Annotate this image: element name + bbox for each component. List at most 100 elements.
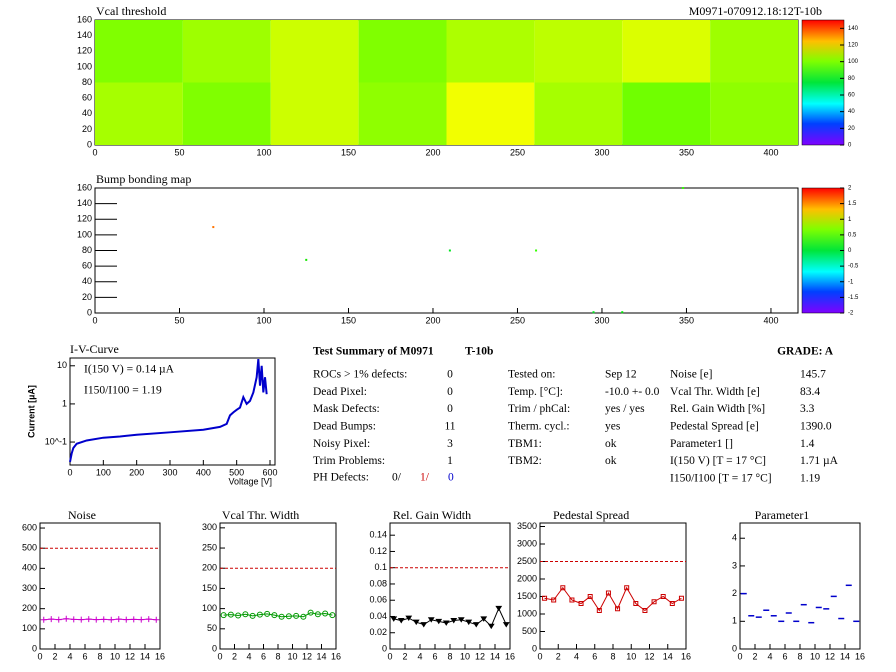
- summary-label: Tested on:: [508, 369, 555, 381]
- marker: [300, 613, 307, 620]
- marker: [678, 595, 684, 601]
- marker: [220, 612, 227, 619]
- plot-frame: [219, 522, 337, 650]
- marker: [442, 620, 450, 626]
- x-tick-label: 0: [67, 467, 72, 477]
- summary-label: Pedestal Spread [e]: [670, 421, 759, 433]
- y-tick-label: 0: [87, 307, 92, 317]
- x-tick-label: 6: [261, 651, 266, 661]
- x-tick-label: 14: [316, 651, 326, 661]
- summary-label: Trim / phCal:: [508, 403, 570, 415]
- y-axis-label: Current [µA]: [26, 385, 36, 438]
- color-bar-label: 0.5: [848, 232, 857, 238]
- marker: [271, 612, 278, 619]
- marker: [605, 590, 611, 596]
- y-tick-label: 0: [212, 643, 217, 653]
- x-tick-label: 4: [574, 651, 579, 661]
- y-tick-label: 100: [22, 623, 37, 633]
- summary-label: I(150 V) [T = 17 °C]: [670, 455, 766, 467]
- summary-value: 145.7: [800, 369, 826, 381]
- plot-frame: [94, 187, 799, 314]
- x-tick-label: 10: [460, 651, 470, 661]
- y-tick-label: 0.12: [369, 546, 387, 556]
- chart-title: I-V-Curve: [70, 342, 119, 356]
- y-tick-label: 0.06: [369, 595, 387, 605]
- marker: [314, 611, 321, 618]
- y-tick-label: 300: [22, 583, 37, 593]
- y-tick-label: 20: [82, 292, 92, 302]
- marker: [55, 616, 62, 623]
- x-tick-label: 8: [797, 651, 802, 661]
- marker: [669, 601, 675, 606]
- y-tick-label: 0: [732, 643, 737, 653]
- summary-value: 3.3: [800, 403, 815, 415]
- ph-defect-value: 1/: [420, 472, 430, 484]
- heatmap-cell: [534, 20, 623, 83]
- annotation: I150/I100 = 1.19: [84, 385, 162, 397]
- heatmap-cell: [270, 82, 359, 145]
- marker: [227, 611, 234, 618]
- y-tick-label: 400: [22, 563, 37, 573]
- marker: [397, 618, 405, 624]
- color-bar-label: 40: [848, 109, 855, 115]
- marker: [93, 616, 100, 623]
- summary-value: 11: [444, 421, 455, 433]
- x-tick-label: 300: [594, 147, 609, 157]
- summary-label: Dead Bumps:: [313, 421, 376, 433]
- x-tick-label: 2: [402, 651, 407, 661]
- y-tick-label: 150: [202, 583, 217, 593]
- x-tick-label: 6: [592, 651, 597, 661]
- x-tick-label: 200: [425, 147, 440, 157]
- marker: [390, 616, 398, 622]
- color-bar-label: 140: [848, 26, 859, 32]
- summary-label: Therm. cycl.:: [508, 421, 570, 433]
- marker: [153, 616, 160, 623]
- y-tick-label: 2000: [517, 573, 537, 583]
- color-bar-label: 100: [848, 59, 859, 65]
- heatmap-cell: [95, 20, 183, 83]
- y-tick-label: 200: [22, 603, 37, 613]
- marker: [651, 599, 657, 605]
- summary-value: 0: [447, 403, 453, 415]
- series-line: [43, 618, 157, 621]
- series-line: [223, 612, 333, 618]
- x-tick-label: 100: [256, 147, 271, 157]
- module-type: T-10b: [465, 346, 493, 358]
- heatmap-cell: [182, 20, 271, 83]
- x-tick-label: 14: [140, 651, 150, 661]
- color-bar-label: -2: [848, 311, 854, 317]
- bump-point: [535, 249, 538, 252]
- marker: [472, 622, 480, 628]
- heatmap-cell: [358, 20, 447, 83]
- heatmap-cell: [710, 20, 798, 83]
- marker: [100, 616, 107, 623]
- x-tick-label: 14: [490, 651, 500, 661]
- y-tick-label: 20: [82, 124, 92, 134]
- y-tick-label: 1000: [517, 608, 537, 618]
- y-tick-label: 200: [202, 563, 217, 573]
- x-tick-label: 16: [505, 651, 515, 661]
- summary-label: Mask Defects:: [313, 403, 380, 415]
- chart-title: Vcal Thr. Width: [222, 508, 299, 522]
- marker: [123, 616, 130, 623]
- annotation: I(150 V) = 0.14 µA: [84, 364, 175, 376]
- summary-title: Test Summary of M0971: [313, 346, 434, 358]
- x-tick-label: 100: [96, 467, 111, 477]
- marker: [560, 585, 566, 591]
- x-tick-label: 150: [341, 147, 356, 157]
- bump-point: [592, 311, 595, 314]
- y-tick-label: 0: [87, 139, 92, 149]
- x-tick-label: 10: [287, 651, 297, 661]
- summary-label: Vcal Thr. Width [e]: [670, 386, 760, 398]
- x-tick-label: 0: [92, 315, 97, 325]
- marker: [405, 615, 413, 622]
- marker: [145, 616, 152, 623]
- marker: [615, 606, 621, 612]
- bump-point: [448, 249, 451, 252]
- marker: [495, 605, 503, 612]
- grade: GRADE: A: [777, 346, 834, 358]
- x-tick-label: 16: [155, 651, 165, 661]
- y-tick-label: 60: [82, 261, 92, 271]
- color-bar-label: 0: [848, 143, 852, 149]
